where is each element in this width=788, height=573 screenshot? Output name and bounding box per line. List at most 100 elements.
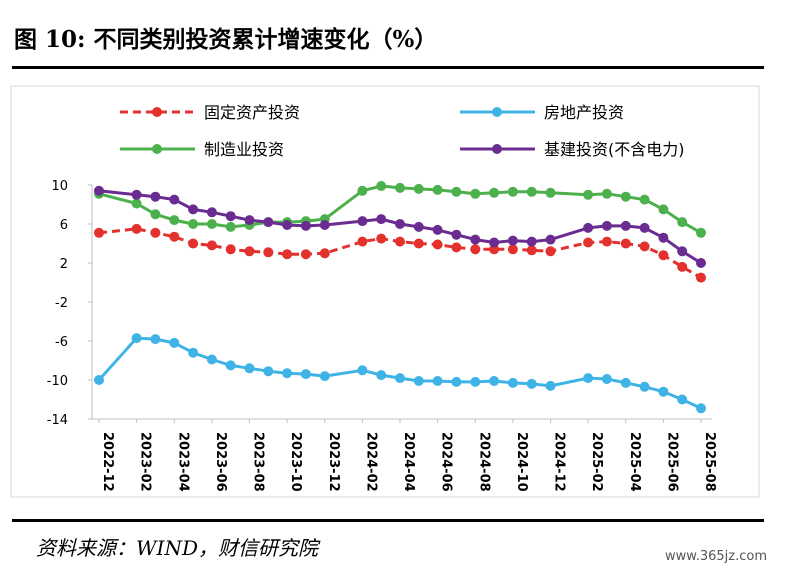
data-point	[225, 211, 236, 222]
data-point	[620, 191, 631, 202]
data-point	[639, 194, 650, 205]
data-point	[94, 185, 104, 196]
data-point	[225, 244, 236, 255]
data-point	[696, 272, 706, 283]
figure-title: 图 10: 不同类别投资累计增速变化（%）	[14, 26, 438, 53]
data-point	[206, 219, 217, 229]
data-point	[696, 227, 706, 238]
x-tick-label: 2024-02	[363, 432, 378, 492]
data-point	[413, 238, 424, 249]
x-tick-label: 2023-10	[288, 432, 303, 492]
data-point	[206, 207, 217, 218]
x-tick-label: 2024-04	[401, 432, 416, 492]
data-point	[507, 235, 518, 246]
data-point	[451, 229, 462, 240]
data-point	[376, 233, 387, 244]
y-tick-label: 2	[60, 257, 68, 272]
data-point	[395, 219, 405, 229]
y-tick-label: -10	[47, 374, 68, 389]
data-point	[583, 237, 594, 248]
legend-label: 房地产投资	[544, 103, 624, 122]
data-point	[244, 246, 255, 257]
data-point	[131, 198, 142, 209]
data-point	[526, 378, 537, 389]
data-point	[188, 347, 199, 358]
data-point	[470, 234, 481, 245]
data-point	[601, 236, 612, 247]
x-tick-label: 2023-04	[175, 432, 190, 492]
data-point	[601, 374, 612, 384]
data-point	[357, 185, 368, 196]
y-tick-label: 6	[60, 218, 68, 233]
data-point	[601, 188, 612, 199]
data-point	[451, 376, 462, 387]
data-point	[677, 394, 688, 405]
data-point	[489, 376, 500, 386]
data-point	[94, 375, 104, 385]
data-point	[639, 381, 650, 392]
data-point	[376, 370, 387, 381]
top-rule	[12, 66, 764, 69]
x-tick-label: 2022-12	[100, 432, 115, 492]
data-point	[620, 238, 631, 249]
data-point	[169, 231, 180, 242]
x-tick-label: 2024-08	[476, 432, 491, 492]
data-point	[470, 244, 481, 255]
x-tick-label: 2024-10	[514, 432, 529, 492]
series-line	[98, 227, 702, 279]
legend-marker	[152, 144, 162, 154]
data-point	[545, 246, 556, 257]
data-point	[696, 403, 706, 414]
data-point	[169, 337, 180, 348]
data-point	[677, 217, 688, 228]
data-point	[263, 217, 274, 228]
data-point	[282, 249, 293, 260]
x-tick-label: 2023-12	[326, 432, 341, 492]
series-2	[94, 333, 706, 414]
y-tick-label: -14	[47, 413, 68, 428]
data-point	[319, 220, 330, 230]
data-point	[188, 204, 199, 215]
data-point	[376, 181, 387, 191]
data-point	[658, 232, 669, 243]
data-point	[282, 220, 293, 230]
x-tick-label: 2023-02	[138, 432, 153, 492]
watermark: www.365jz.com	[665, 549, 767, 564]
data-point	[263, 366, 274, 377]
data-point	[395, 373, 405, 384]
data-point	[300, 220, 311, 231]
legend-marker	[492, 144, 502, 154]
data-point	[169, 215, 180, 226]
data-point	[639, 241, 650, 252]
legend-label: 固定资产投资	[204, 103, 300, 122]
x-tick-label: 2025-06	[664, 432, 679, 492]
data-point	[526, 245, 537, 256]
data-point	[658, 250, 669, 261]
data-point	[658, 386, 669, 397]
data-point	[206, 240, 217, 251]
x-tick-label: 2023-06	[213, 432, 228, 492]
data-point	[376, 214, 387, 225]
data-point	[188, 238, 199, 249]
data-point	[526, 186, 537, 197]
data-point	[696, 258, 706, 268]
y-tick-label: 10	[51, 179, 68, 194]
legend-marker	[152, 107, 162, 117]
x-tick-label: 2024-12	[552, 432, 567, 492]
data-point	[300, 249, 311, 260]
data-point	[395, 236, 405, 247]
series-1	[94, 223, 706, 283]
data-point	[225, 360, 236, 371]
data-point	[620, 220, 631, 231]
data-point	[677, 261, 688, 272]
bottom-rule	[12, 519, 764, 522]
data-point	[395, 182, 405, 193]
legend-marker	[492, 107, 502, 117]
data-point	[169, 194, 180, 205]
data-point	[545, 234, 556, 245]
data-point	[470, 188, 481, 199]
data-point	[94, 227, 104, 238]
data-point	[413, 183, 424, 194]
data-point	[150, 334, 161, 345]
